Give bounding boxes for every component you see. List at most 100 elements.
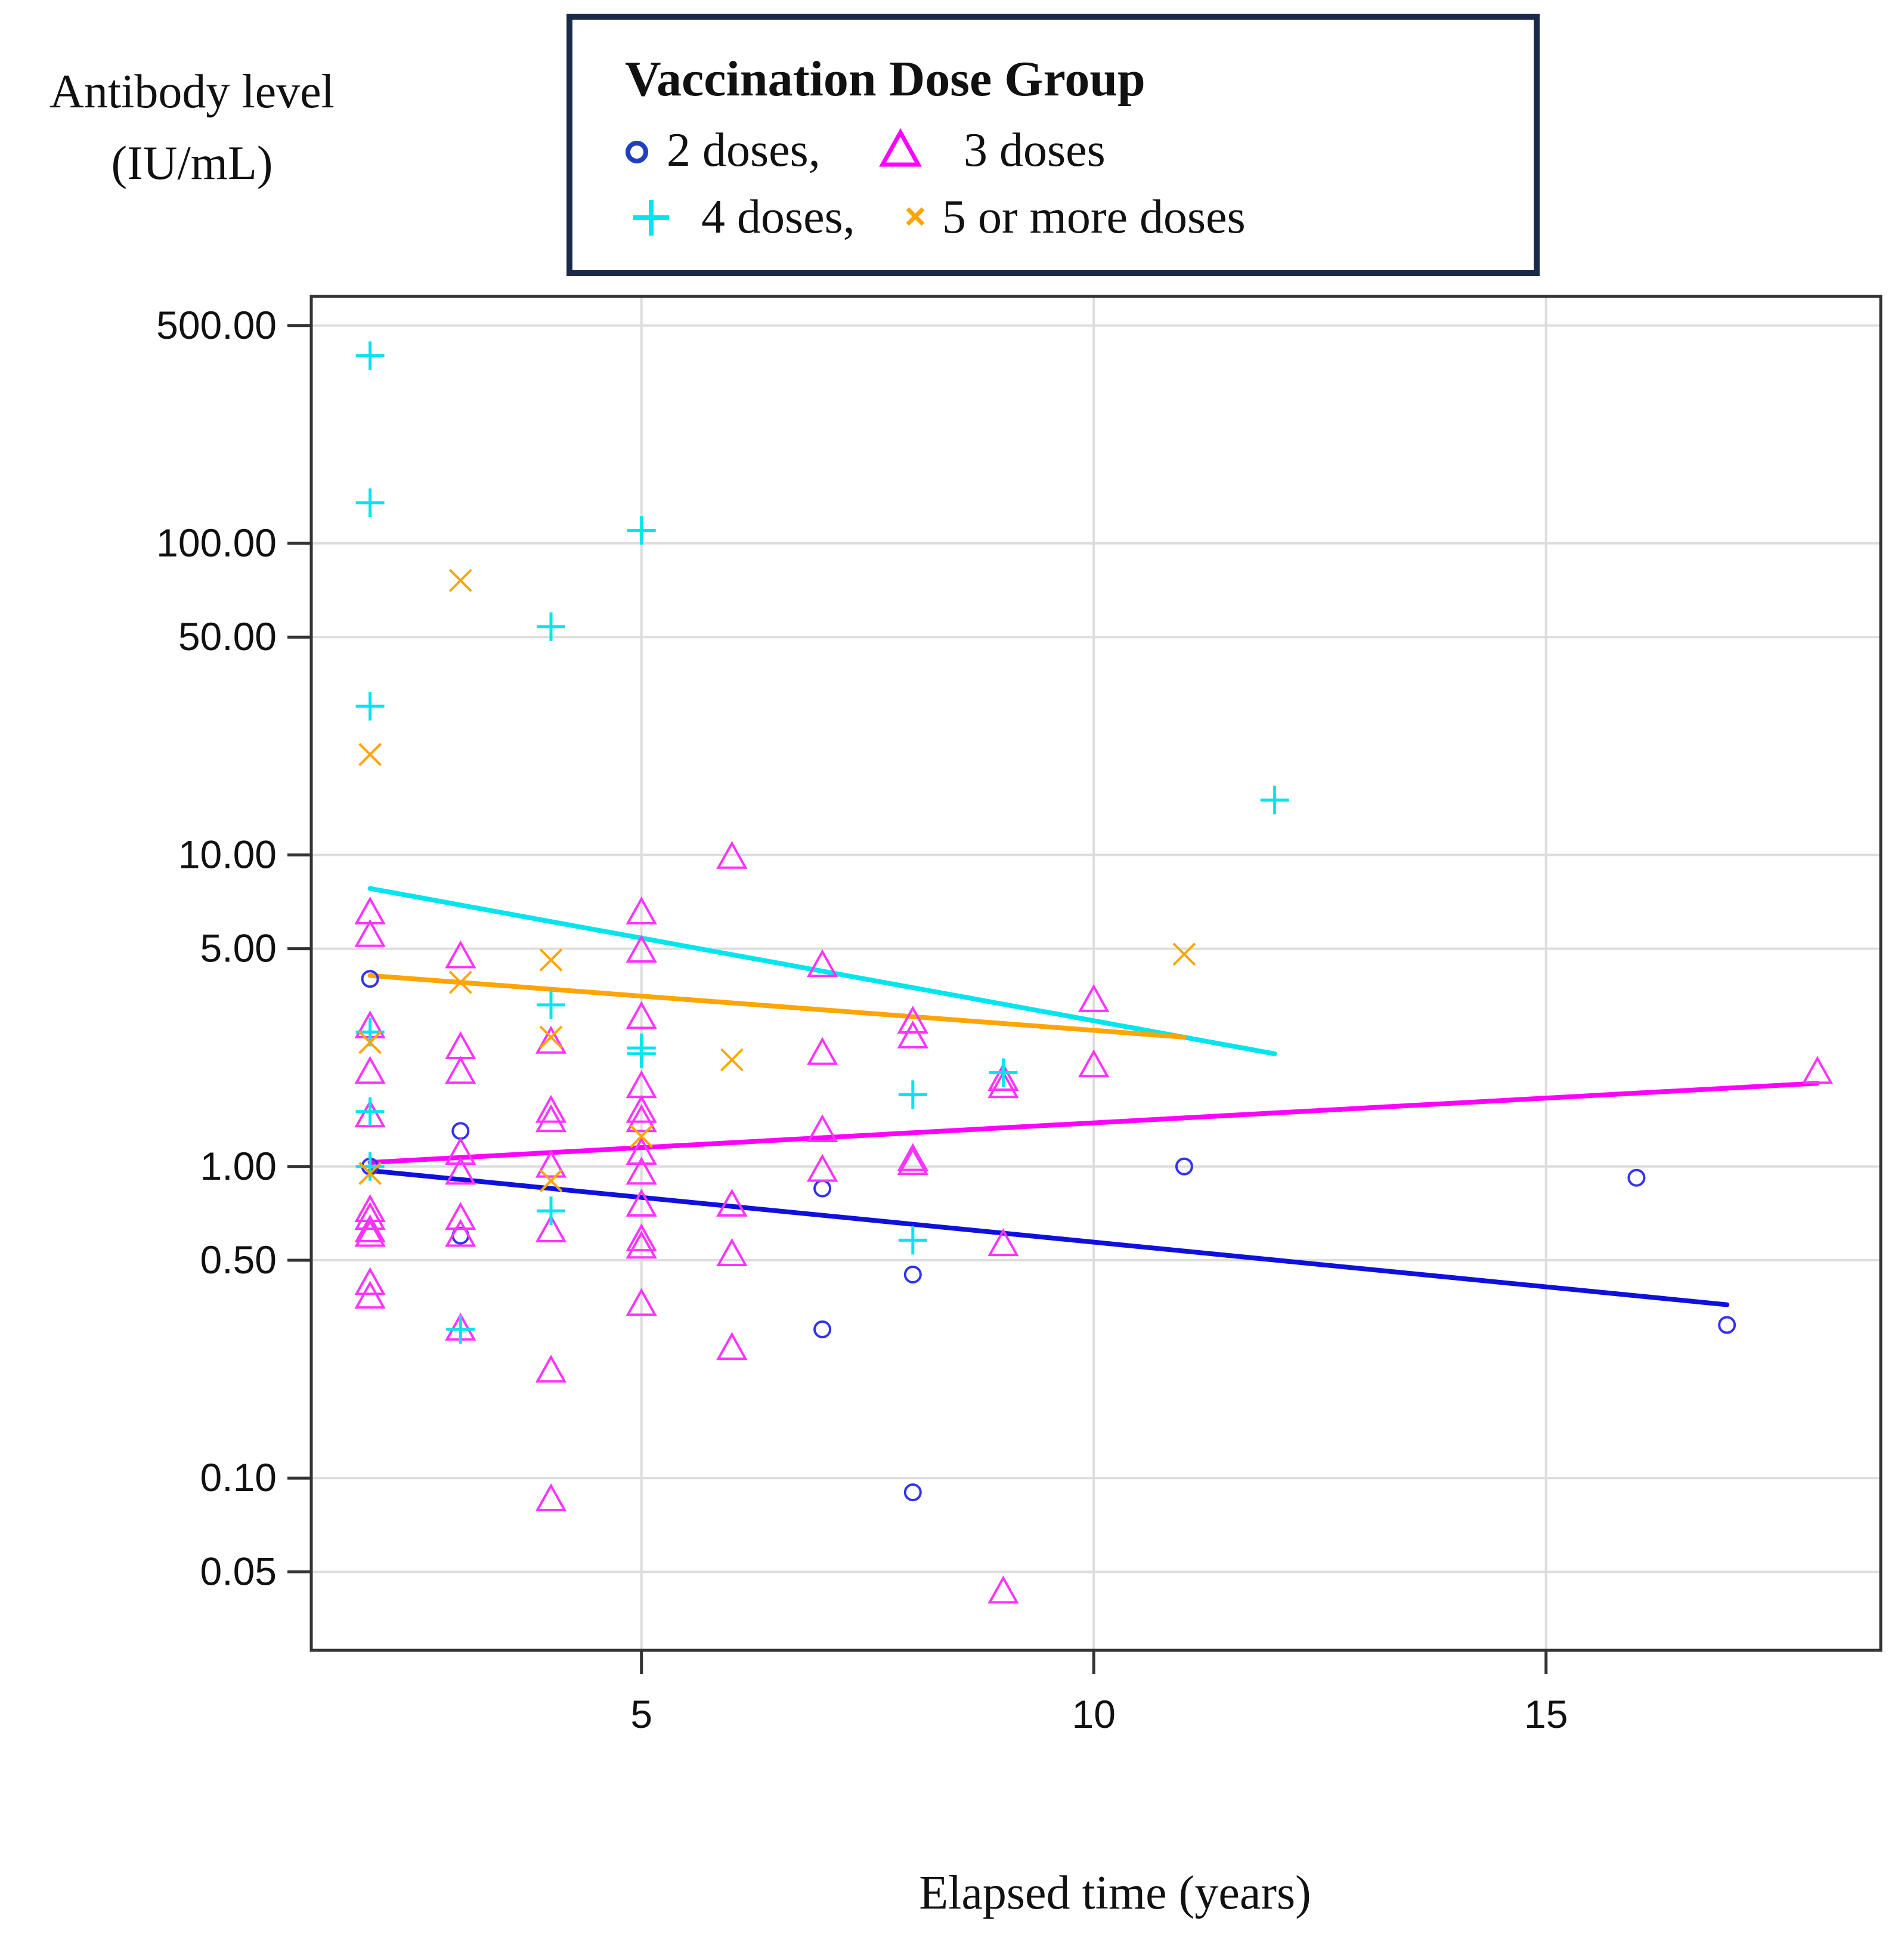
point-3-doses xyxy=(535,1025,567,1054)
point-5-plus-doses xyxy=(630,1124,654,1148)
point-2-doses xyxy=(813,1179,832,1198)
point-3-doses xyxy=(445,1137,476,1165)
trend-line-plus xyxy=(367,886,1277,1056)
point-3-doses xyxy=(1078,984,1110,1012)
x-tick-label: 10 xyxy=(1072,1692,1115,1736)
point-3-doses xyxy=(716,1332,748,1360)
point-4-doses xyxy=(989,1058,1018,1087)
point-4-doses xyxy=(627,1039,656,1068)
point-3-doses xyxy=(897,1006,929,1034)
point-4-doses xyxy=(355,341,385,370)
x-tick-label: 15 xyxy=(1524,1692,1568,1736)
point-2-doses xyxy=(451,1122,470,1140)
point-4-doses xyxy=(355,1152,385,1181)
point-3-doses xyxy=(626,1188,657,1217)
point-3-doses xyxy=(1801,1056,1834,1084)
point-5-plus-doses xyxy=(448,970,472,994)
point-5-plus-doses xyxy=(720,1048,744,1072)
grid xyxy=(311,296,1881,1650)
y-tick-label: 5.00 xyxy=(200,926,277,970)
y-tick-label: 10.00 xyxy=(178,832,277,876)
legend-label-4-doses: 4 doses, xyxy=(701,191,855,243)
point-5-plus-doses xyxy=(448,568,472,592)
point-3-doses xyxy=(897,1020,929,1049)
legend-label-2-doses: 2 doses, xyxy=(667,124,821,177)
point-3-doses xyxy=(354,1267,386,1295)
point-3-doses xyxy=(626,1001,657,1029)
point-3-doses xyxy=(354,918,386,947)
point-5-plus-doses xyxy=(539,948,563,972)
point-3-doses xyxy=(806,1037,838,1065)
point-3-doses xyxy=(987,1228,1019,1257)
point-3-doses xyxy=(445,1056,476,1084)
legend-frame xyxy=(566,14,1540,276)
point-4-doses xyxy=(627,516,656,545)
point-2-doses xyxy=(903,1483,922,1502)
point-3-doses xyxy=(445,1202,476,1230)
point-2-doses xyxy=(813,1320,832,1338)
point-2-doses xyxy=(361,970,379,988)
plot-frame xyxy=(309,295,1883,1652)
point-4-doses xyxy=(1260,785,1289,815)
y-tick-label: 1.00 xyxy=(200,1144,277,1188)
point-5-plus-doses xyxy=(358,1161,382,1185)
y-tick-label: 0.50 xyxy=(200,1238,277,1282)
point-3-doses xyxy=(535,1354,567,1383)
point-5-plus-doses xyxy=(539,1025,563,1049)
point-3-doses xyxy=(806,1114,838,1143)
point-3-doses xyxy=(626,1223,657,1252)
point-4-doses xyxy=(537,612,566,641)
point-3-doses xyxy=(806,949,838,978)
point-2-doses xyxy=(1718,1316,1736,1334)
point-4-doses xyxy=(355,692,385,721)
point-2-doses xyxy=(1175,1157,1193,1176)
data-points xyxy=(354,341,1834,1604)
point-3-doses xyxy=(626,1156,657,1185)
point-3-doses xyxy=(535,1483,567,1511)
point-3-doses xyxy=(626,1230,657,1259)
legend-plus-icon xyxy=(633,200,669,236)
point-3-doses xyxy=(716,840,748,869)
point-4-doses xyxy=(537,990,566,1019)
point-3-doses xyxy=(535,1104,567,1133)
point-3-doses xyxy=(354,1281,386,1309)
y-tick-label: 500.00 xyxy=(156,303,277,347)
point-4-doses xyxy=(537,1196,566,1226)
point-3-doses xyxy=(445,1031,476,1059)
point-4-doses xyxy=(355,488,385,517)
point-3-doses xyxy=(987,1575,1019,1604)
point-3-doses xyxy=(354,1099,386,1128)
point-4-doses xyxy=(898,1226,927,1255)
point-3-doses xyxy=(354,1218,386,1247)
point-3-doses xyxy=(626,1137,657,1165)
point-3-doses xyxy=(535,1149,567,1178)
legend-label-5-doses: 5 or more doses xyxy=(942,191,1246,243)
y-tick-label: 0.10 xyxy=(200,1455,277,1499)
y-tick-label: 0.05 xyxy=(200,1549,277,1593)
point-3-doses xyxy=(445,1218,476,1247)
trend-line-circle xyxy=(367,1168,1730,1307)
point-2-doses xyxy=(903,1265,922,1284)
point-3-doses xyxy=(716,1238,748,1266)
trend-line-x xyxy=(367,973,1187,1040)
point-5-plus-doses xyxy=(1172,942,1196,966)
point-4-doses xyxy=(898,1080,927,1109)
point-3-doses xyxy=(445,940,476,969)
point-3-doses xyxy=(897,1147,929,1176)
point-3-doses xyxy=(535,1214,567,1243)
x-axis-title: Elapsed time (years) xyxy=(919,1867,1311,1919)
point-3-doses xyxy=(897,1143,929,1171)
trend-line-triangle xyxy=(367,1081,1820,1165)
point-3-doses xyxy=(626,1104,657,1133)
trend-lines xyxy=(367,886,1820,1307)
point-5-plus-doses xyxy=(539,1169,563,1193)
point-3-doses xyxy=(626,896,657,924)
y-tick-label: 50.00 xyxy=(178,614,277,658)
point-3-doses xyxy=(987,1063,1019,1091)
legend-circle-icon xyxy=(626,141,648,163)
point-2-doses xyxy=(1627,1168,1646,1187)
point-3-doses xyxy=(716,1188,748,1217)
point-3-doses xyxy=(626,1094,657,1123)
legend-title: Vaccination Dose Group xyxy=(625,51,1146,107)
